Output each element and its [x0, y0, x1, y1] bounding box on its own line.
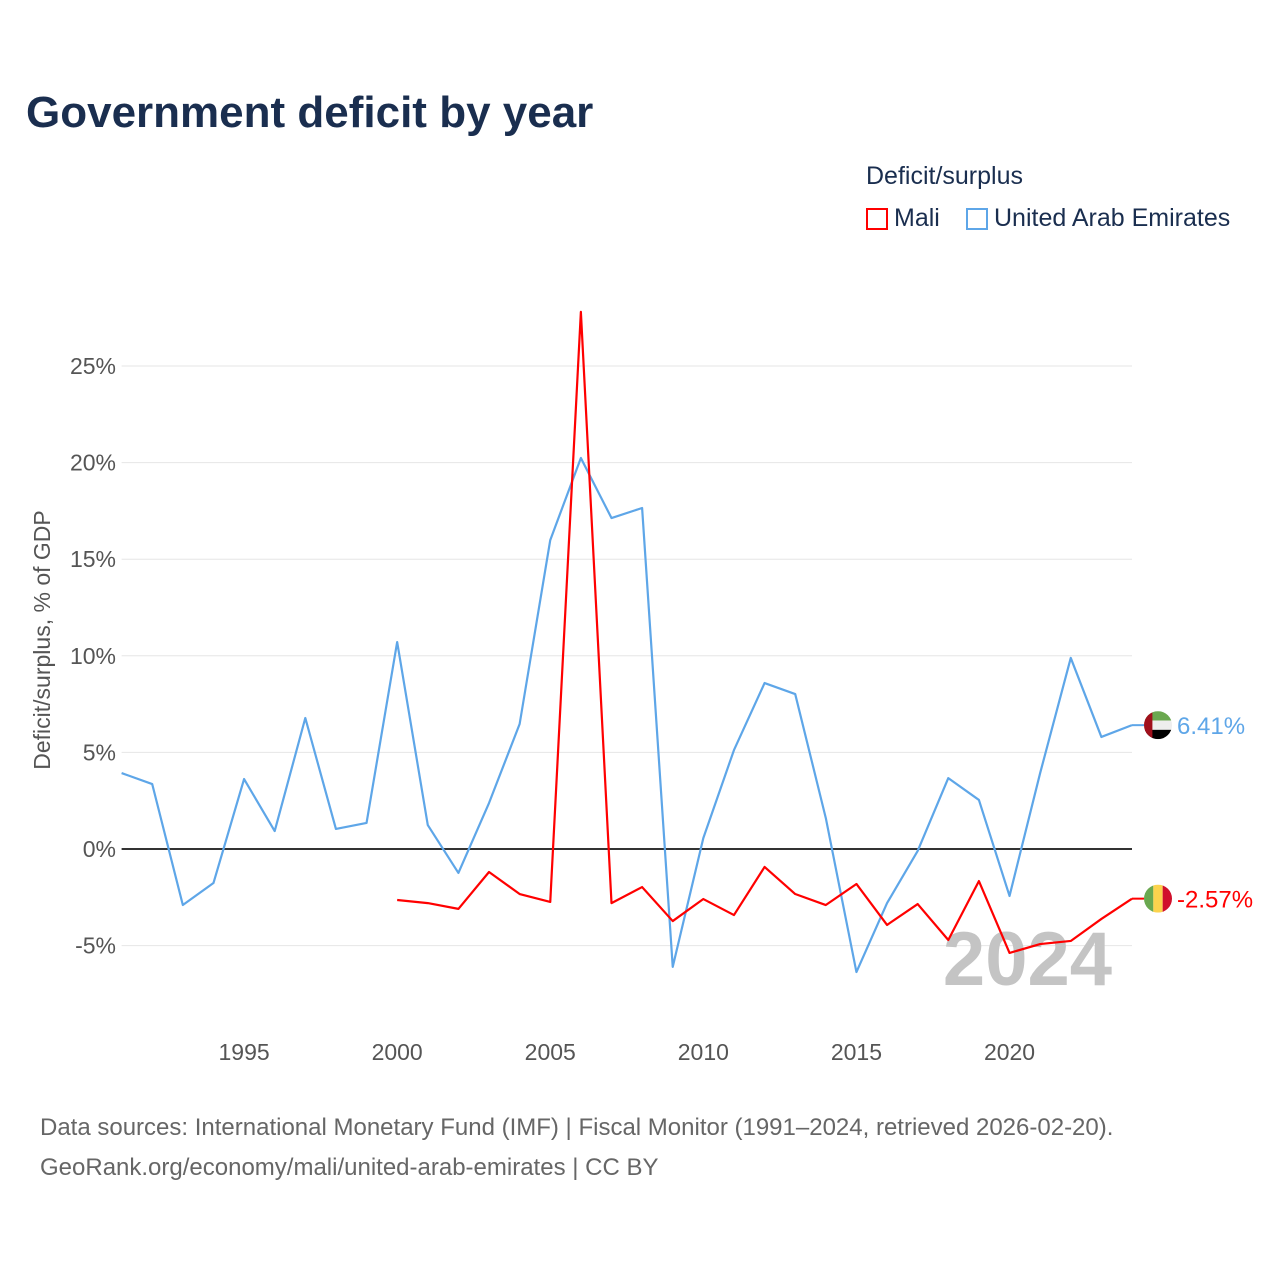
y-tick-label: -5% [75, 933, 116, 959]
uae-flag-icon [1144, 711, 1172, 740]
x-tick-label: 2015 [831, 1039, 882, 1065]
legend-item-uae[interactable]: United Arab Emirates [966, 204, 1230, 233]
end-value-label-mali: -2.57% [1177, 887, 1253, 914]
end-value-label-uae: 6.41% [1177, 713, 1245, 740]
source-line-2: GeoRank.org/economy/mali/united-arab-emi… [40, 1154, 659, 1181]
flag-stripe [1144, 729, 1172, 740]
x-tick-label: 2000 [372, 1039, 423, 1065]
y-tick-label: 5% [83, 739, 116, 765]
x-tick-label: 1995 [218, 1039, 269, 1065]
y-axis-label: Deficit/surplus, % of GDP [29, 510, 55, 769]
series-line-mali [397, 310, 1133, 955]
legend-swatch-uae [966, 207, 988, 230]
y-tick-label: 10% [70, 643, 116, 669]
x-tick-label: 2020 [984, 1039, 1035, 1065]
flag-stripe [1144, 720, 1172, 730]
legend-title: Deficit/surplus [866, 162, 1023, 190]
x-tick-label: 2010 [678, 1039, 729, 1065]
flag-stripe [1153, 884, 1163, 913]
flag-stripe [1144, 711, 1172, 721]
series-line-uae [121, 456, 1133, 974]
x-tick-label: 2005 [525, 1039, 576, 1065]
legend-swatch-mali [866, 207, 888, 230]
flag-body [1144, 884, 1172, 913]
chart-title: Government deficit by year [26, 88, 594, 137]
flag-stripe [1144, 884, 1154, 913]
legend-label-uae: United Arab Emirates [994, 204, 1231, 232]
legend-label-mali: Mali [894, 204, 940, 232]
legend-item-mali[interactable]: Mali [866, 204, 940, 233]
flag-stripe [1162, 884, 1172, 913]
y-tick-label: 20% [70, 450, 116, 476]
flag-body [1144, 711, 1172, 740]
flag-stripe [1144, 711, 1153, 740]
y-tick-label: 0% [83, 836, 116, 862]
source-note: Data sources: International Monetary Fun… [40, 1108, 1113, 1188]
mali-flag-icon [1144, 884, 1172, 913]
y-tick-label: 25% [70, 353, 116, 379]
source-line-1: Data sources: International Monetary Fun… [40, 1114, 1114, 1141]
y-tick-label: 15% [70, 546, 116, 572]
